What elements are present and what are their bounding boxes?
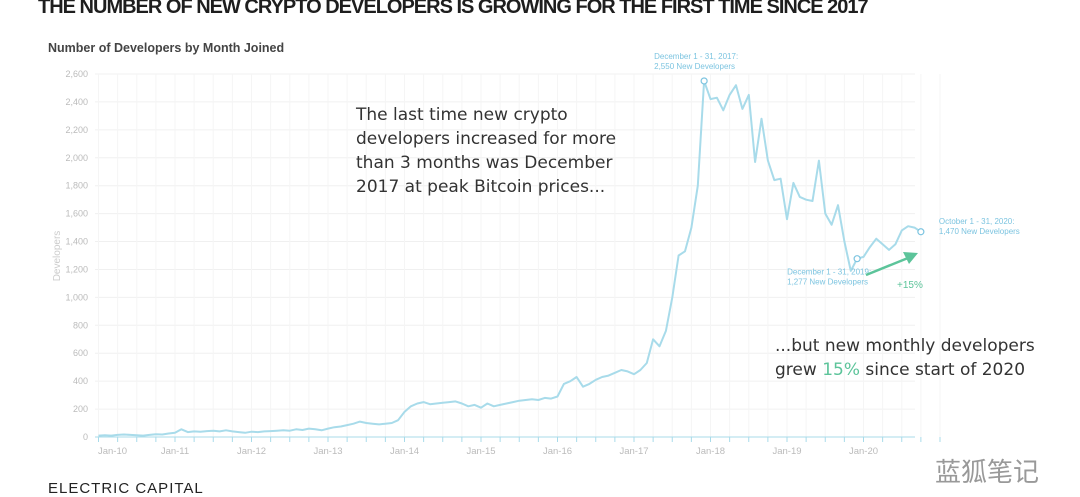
- y-tick-label: 1,600: [65, 209, 88, 219]
- annotation-label: 2,550 New Developers: [654, 62, 735, 71]
- x-tick-label: Jan-20: [849, 446, 878, 457]
- y-tick-label: 1,400: [65, 237, 88, 247]
- annotation-marker: [701, 78, 707, 84]
- growth-label: +15%: [897, 280, 923, 291]
- x-tick-label: Jan-11: [161, 446, 189, 457]
- y-tick-label: 200: [73, 404, 88, 414]
- y-tick-label: 2,400: [65, 97, 88, 107]
- electric-capital-logo: ELECTRIC CAPITAL: [48, 480, 204, 497]
- annotation-label: December 1 - 31, 2019:: [787, 268, 871, 277]
- y-tick-label: 1,800: [65, 181, 88, 191]
- annotation-label: October 1 - 31, 2020:: [939, 217, 1015, 226]
- y-tick-label: 1,000: [65, 292, 88, 302]
- y-tick-label: 2,200: [65, 125, 88, 135]
- note-left-line: than 3 months was December: [356, 151, 616, 175]
- y-tick-label: 2,000: [65, 153, 88, 163]
- y-tick-label: 0: [83, 432, 88, 442]
- y-tick-label: 600: [73, 348, 88, 358]
- annotation-label: December 1 - 31, 2017:: [654, 52, 738, 61]
- growth-percent: 15%: [822, 360, 860, 380]
- annotation-marker: [918, 229, 924, 235]
- note-right: ...but new monthly developers grew 15% s…: [775, 334, 1035, 382]
- x-tick-label: Jan-14: [390, 446, 419, 457]
- note-text: since start of 2020: [860, 360, 1025, 380]
- note-right-line: ...but new monthly developers: [775, 334, 1035, 358]
- x-tick-label: Jan-19: [772, 446, 801, 457]
- annotation-label: 1,470 New Developers: [939, 227, 1020, 236]
- note-left-line: The last time new crypto: [356, 103, 616, 127]
- annotation-label: 1,277 New Developers: [787, 278, 868, 287]
- x-tick-label: Jan-18: [696, 446, 725, 457]
- x-tick-label: Jan-15: [466, 446, 495, 457]
- note-left: The last time new crypto developers incr…: [356, 103, 616, 199]
- watermark: 蓝狐笔记: [935, 452, 1039, 489]
- note-left-line: 2017 at peak Bitcoin prices...: [356, 175, 616, 199]
- note-left-line: developers increased for more: [356, 127, 616, 151]
- x-tick-label: Jan-12: [237, 446, 266, 457]
- y-tick-label: 400: [73, 376, 88, 386]
- y-axis-label: Developers: [52, 231, 63, 282]
- note-right-line: grew 15% since start of 2020: [775, 358, 1035, 382]
- annotation-marker: [854, 256, 860, 262]
- x-tick-label: Jan-13: [313, 446, 342, 457]
- y-tick-label: 800: [73, 320, 88, 330]
- x-tick-label: Jan-10: [98, 446, 127, 457]
- y-tick-label: 1,200: [65, 264, 88, 274]
- note-text: grew: [775, 360, 822, 380]
- x-tick-label: Jan-17: [619, 446, 648, 457]
- x-tick-label: Jan-16: [543, 446, 572, 457]
- y-tick-label: 2,600: [65, 69, 88, 79]
